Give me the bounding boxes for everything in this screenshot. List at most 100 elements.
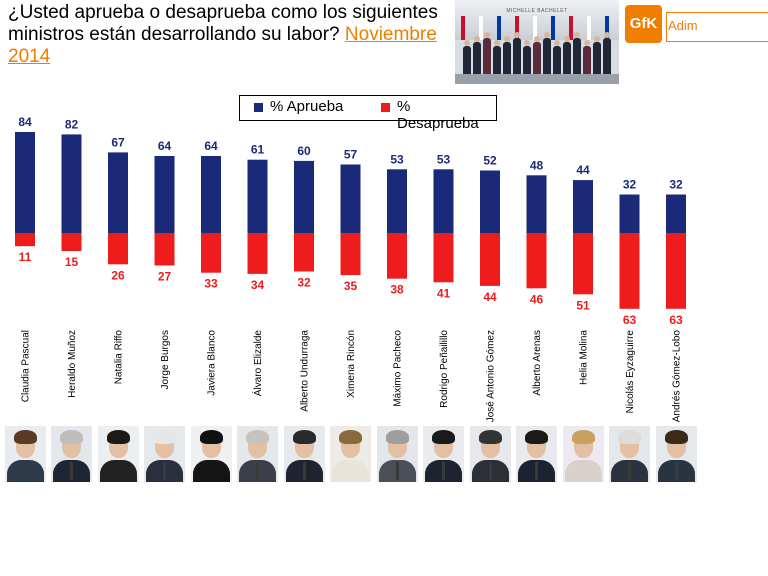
portrait-tie bbox=[535, 462, 538, 480]
bar-disapprove-minister-8 bbox=[340, 233, 361, 276]
portrait-body bbox=[192, 460, 230, 482]
label-disapprove-minister-14: 63 bbox=[623, 313, 637, 327]
bar-approve-minister-10 bbox=[433, 169, 454, 233]
portrait-minister-8 bbox=[330, 426, 371, 482]
banner-person-head bbox=[504, 36, 510, 42]
bar-disapprove-minister-1 bbox=[15, 233, 35, 247]
bar-disapprove-minister-7 bbox=[294, 233, 314, 272]
bar-approve-minister-9 bbox=[387, 169, 407, 233]
legend-label-disapprove: % Desaprueba bbox=[397, 98, 479, 132]
portrait-tie bbox=[395, 462, 399, 480]
title-date[interactable]: Noviembre 2014 bbox=[8, 24, 437, 67]
portrait-minister-9 bbox=[376, 426, 418, 482]
banner-person-head bbox=[514, 32, 520, 38]
legend-swatch-disapprove bbox=[381, 103, 390, 112]
bar-approve-minister-13 bbox=[573, 180, 593, 233]
legend-label-approve: % Aprueba bbox=[270, 98, 344, 115]
portrait-tie bbox=[70, 462, 73, 480]
chart-title: ¿Usted aprueba o desaprueba como los sig… bbox=[8, 2, 438, 68]
label-approve-minister-14: 32 bbox=[623, 178, 637, 192]
banner-person-head bbox=[464, 40, 470, 46]
label-disapprove-minister-15: 63 bbox=[669, 313, 683, 327]
name-label-minister-11: José Antonio Gómez bbox=[486, 330, 497, 422]
label-disapprove-minister-5: 33 bbox=[204, 277, 218, 291]
bar-disapprove-minister-15 bbox=[666, 233, 686, 309]
label-approve-minister-4: 64 bbox=[158, 139, 172, 153]
portrait-minister-12 bbox=[516, 426, 557, 482]
banner-person bbox=[573, 38, 581, 74]
bar-approve-minister-8 bbox=[340, 164, 361, 233]
portrait-minister-4 bbox=[144, 426, 185, 482]
bar-disapprove-minister-4 bbox=[154, 233, 175, 266]
flag-stripe bbox=[515, 16, 519, 40]
name-label-minister-1: Claudia Pascual bbox=[21, 330, 32, 402]
portrait-hair bbox=[339, 430, 362, 444]
banner-person-head bbox=[554, 40, 560, 46]
portrait-body bbox=[564, 460, 602, 482]
bar-disapprove-minister-10 bbox=[433, 233, 454, 283]
bar-disapprove-minister-13 bbox=[573, 233, 593, 295]
portrait-hair bbox=[13, 430, 37, 444]
label-disapprove-minister-9: 38 bbox=[390, 283, 404, 297]
banner-person bbox=[553, 46, 561, 74]
banner-person-head bbox=[584, 40, 590, 46]
name-label-minister-8: Ximena Rincón bbox=[346, 330, 357, 398]
label-disapprove-minister-3: 26 bbox=[111, 268, 125, 282]
banner-person bbox=[583, 46, 591, 74]
portrait-hair bbox=[60, 430, 83, 444]
banner-person-head bbox=[594, 36, 600, 42]
flag-stripe bbox=[533, 16, 537, 40]
banner-person-head bbox=[494, 40, 500, 46]
label-approve-minister-8: 57 bbox=[344, 148, 358, 162]
chart-legend: % Aprueba % Desaprueba bbox=[239, 95, 497, 132]
banner-person bbox=[533, 42, 541, 74]
label-approve-minister-2: 82 bbox=[65, 117, 79, 131]
flag-stripe bbox=[587, 16, 591, 40]
label-approve-minister-6: 61 bbox=[251, 143, 265, 157]
banner-person bbox=[563, 42, 571, 74]
bar-disapprove-minister-12 bbox=[526, 233, 547, 289]
name-label-minister-13: Helia Molina bbox=[579, 330, 590, 385]
banner-person-head bbox=[544, 32, 550, 38]
portrait-minister-14 bbox=[609, 426, 650, 482]
bar-approve-minister-5 bbox=[201, 156, 221, 233]
label-approve-minister-9: 53 bbox=[390, 152, 404, 166]
label-approve-minister-13: 44 bbox=[576, 163, 590, 177]
portrait-hair bbox=[199, 430, 223, 444]
name-label-minister-12: Alberto Arenas bbox=[532, 330, 543, 396]
banner-person-head bbox=[524, 40, 530, 46]
portrait-minister-15 bbox=[655, 426, 697, 482]
banner-person-head bbox=[484, 32, 490, 38]
label-disapprove-minister-10: 41 bbox=[437, 286, 451, 300]
label-disapprove-minister-1: 11 bbox=[19, 250, 32, 264]
label-disapprove-minister-6: 34 bbox=[251, 278, 265, 292]
bar-approve-minister-6 bbox=[247, 159, 268, 233]
name-label-minister-15: Andrés Gómez-Lobo bbox=[672, 330, 683, 423]
bar-approve-minister-2 bbox=[61, 134, 82, 233]
name-label-minister-9: Máximo Pacheco bbox=[393, 330, 404, 407]
name-label-minister-5: Javiera Blanco bbox=[207, 330, 218, 396]
bar-disapprove-minister-3 bbox=[108, 233, 128, 265]
portrait-hair bbox=[432, 430, 455, 444]
bar-approve-minister-11 bbox=[480, 170, 500, 233]
name-label-minister-7: Alberto Undurraga bbox=[300, 330, 311, 412]
banner-person bbox=[473, 42, 481, 74]
label-approve-minister-10: 53 bbox=[437, 152, 451, 166]
legend-swatch-approve bbox=[254, 103, 263, 112]
portrait-tie bbox=[674, 462, 678, 480]
portrait-tie bbox=[256, 462, 259, 480]
bar-disapprove-minister-9 bbox=[387, 233, 407, 279]
adim-frame bbox=[666, 12, 768, 42]
portrait-body bbox=[99, 460, 137, 482]
label-disapprove-minister-7: 32 bbox=[297, 276, 311, 290]
banner-person bbox=[463, 46, 471, 74]
label-disapprove-minister-11: 44 bbox=[483, 290, 497, 304]
bar-approve-minister-3 bbox=[108, 152, 128, 233]
flag-stripe bbox=[497, 16, 501, 40]
flag-stripe bbox=[605, 16, 609, 40]
label-approve-minister-7: 60 bbox=[297, 144, 311, 158]
bar-disapprove-minister-6 bbox=[247, 233, 268, 274]
banner-person bbox=[503, 42, 511, 74]
flag-stripe bbox=[461, 16, 465, 40]
